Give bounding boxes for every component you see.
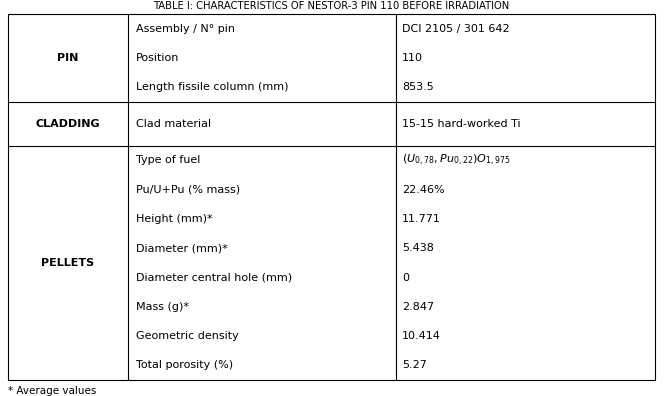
Text: CLADDING: CLADDING: [35, 119, 100, 129]
Text: Position: Position: [136, 53, 179, 63]
Text: DCI 2105 / 301 642: DCI 2105 / 301 642: [402, 24, 510, 34]
Text: 110: 110: [402, 53, 423, 63]
Text: Diameter (mm)*: Diameter (mm)*: [136, 243, 227, 253]
Text: Mass (g)*: Mass (g)*: [136, 302, 189, 312]
Text: 22.46%: 22.46%: [402, 185, 445, 195]
Text: $(U_{0,78},Pu_{0,22})O_{1,975}$: $(U_{0,78},Pu_{0,22})O_{1,975}$: [402, 153, 510, 168]
Text: Height (mm)*: Height (mm)*: [136, 214, 212, 224]
Text: Pu/U+Pu (% mass): Pu/U+Pu (% mass): [136, 185, 240, 195]
Text: PIN: PIN: [57, 53, 78, 63]
Text: 2.847: 2.847: [402, 302, 434, 312]
Text: 853.5: 853.5: [402, 82, 434, 92]
Text: Total porosity (%): Total porosity (%): [136, 360, 233, 370]
Text: 15-15 hard-worked Ti: 15-15 hard-worked Ti: [402, 119, 521, 129]
Text: TABLE I: CHARACTERISTICS OF NESTOR-3 PIN 110 BEFORE IRRADIATION: TABLE I: CHARACTERISTICS OF NESTOR-3 PIN…: [153, 1, 510, 11]
Text: 5.27: 5.27: [402, 360, 427, 370]
Text: Length fissile column (mm): Length fissile column (mm): [136, 82, 288, 92]
Text: 5.438: 5.438: [402, 243, 434, 253]
Text: Diameter central hole (mm): Diameter central hole (mm): [136, 272, 292, 282]
Text: * Average values: * Average values: [8, 386, 96, 396]
Text: Assembly / N° pin: Assembly / N° pin: [136, 24, 235, 34]
Text: 0: 0: [402, 272, 409, 282]
Text: Clad material: Clad material: [136, 119, 211, 129]
Text: Type of fuel: Type of fuel: [136, 155, 200, 166]
Text: 11.771: 11.771: [402, 214, 441, 224]
Text: Geometric density: Geometric density: [136, 331, 238, 341]
Text: PELLETS: PELLETS: [41, 258, 94, 268]
Text: 10.414: 10.414: [402, 331, 441, 341]
